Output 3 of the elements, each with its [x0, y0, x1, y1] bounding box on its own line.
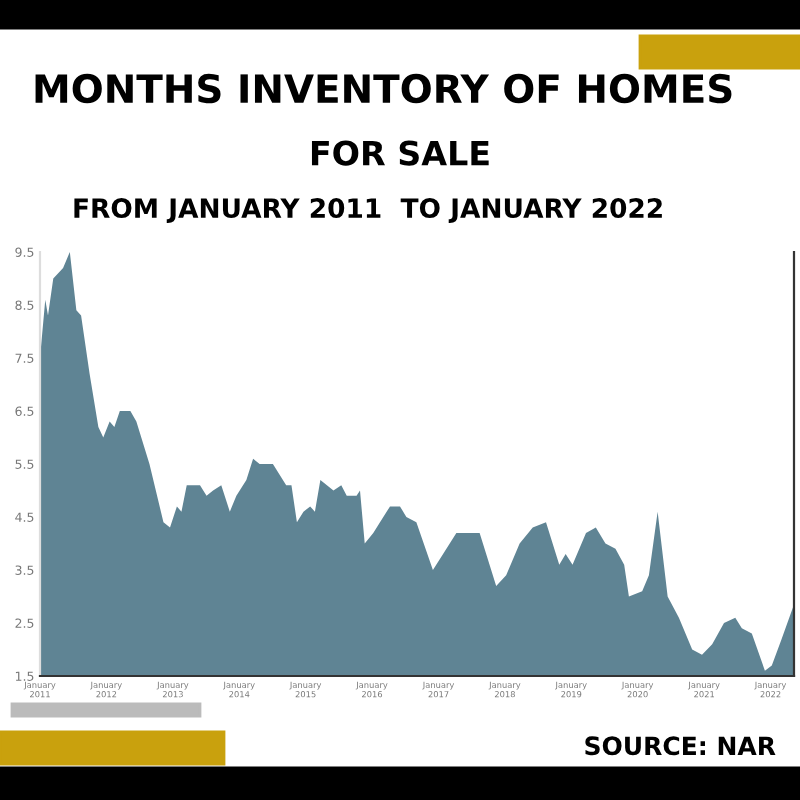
source-note: SOURCE: NAR	[585, 736, 776, 756]
chart-subtitle: FROM JANUARY 2011 TO JANUARY 2022	[74, 198, 662, 223]
chart-title: MONTHS INVENTORY OF HOMES FOR SALE	[35, 73, 732, 166]
